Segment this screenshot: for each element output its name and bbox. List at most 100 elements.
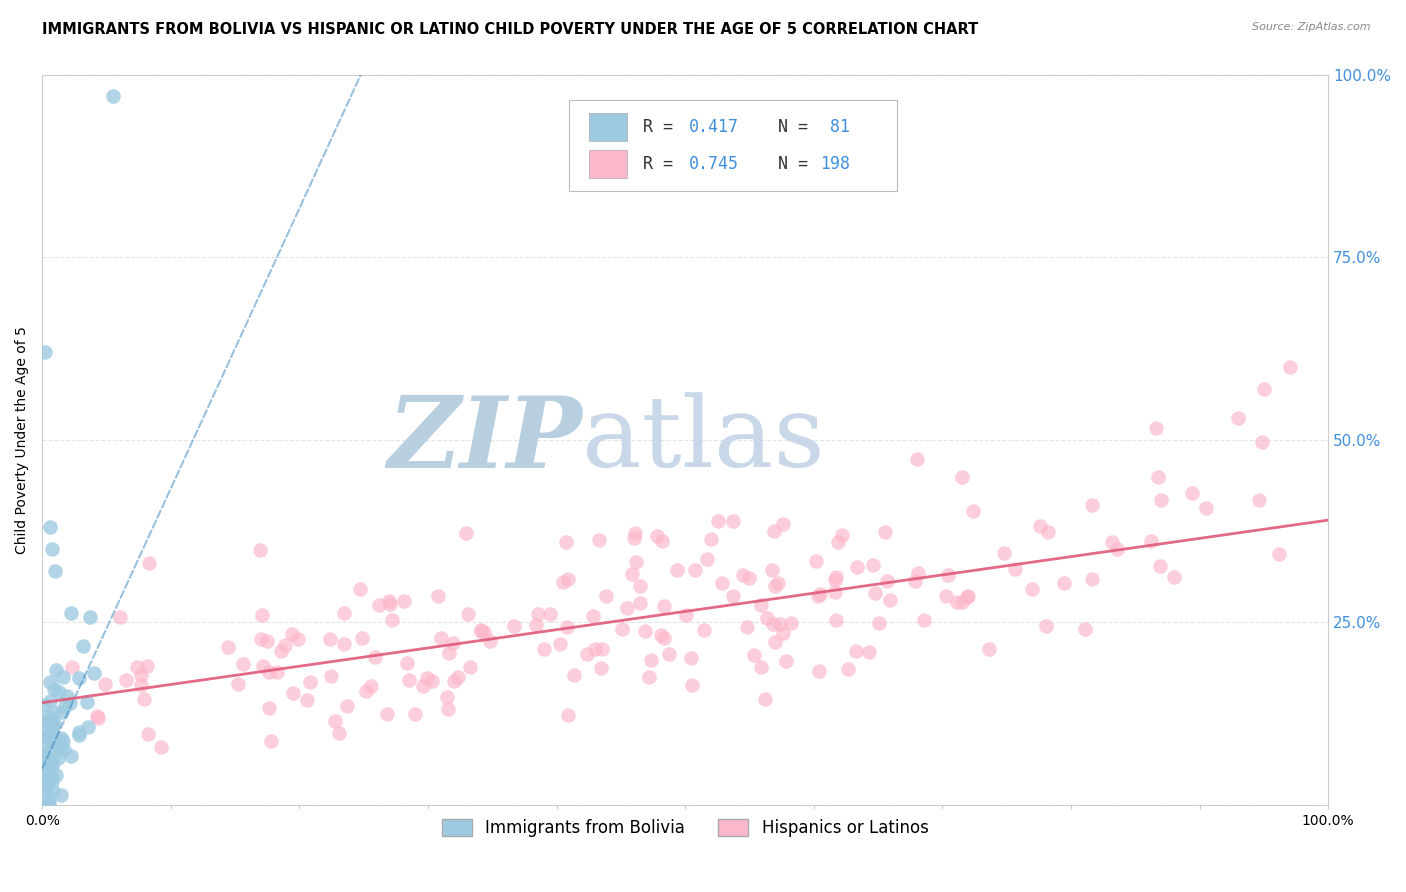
Point (35, 729, 58, 743)
Point (858, 645, 880, 659)
Point (769, 617, 792, 632)
Point (950, 595, 973, 609)
Point (950, 469, 973, 483)
Point (45, 663, 67, 677)
Point (62, 660, 84, 674)
Point (576, 648, 599, 662)
Point (381, 613, 404, 627)
Point (52, 734, 75, 748)
Point (34, 797, 56, 812)
Point (333, 637, 356, 651)
Point (42, 745, 65, 759)
Point (1021, 582, 1043, 596)
Point (38, 767, 60, 781)
Point (35, 774, 58, 789)
Point (804, 554, 827, 568)
Point (325, 714, 347, 728)
Point (979, 642, 1001, 657)
Point (824, 613, 846, 627)
Point (274, 638, 297, 652)
Point (295, 693, 318, 707)
Point (32, 748, 55, 763)
Point (962, 504, 984, 518)
Point (681, 651, 703, 665)
Text: Source: ZipAtlas.com: Source: ZipAtlas.com (1253, 22, 1371, 32)
Point (42, 727, 65, 741)
Point (591, 661, 613, 675)
Point (31, 779, 53, 793)
Point (780, 616, 803, 631)
Point (827, 534, 849, 549)
Point (1035, 618, 1057, 632)
Point (1253, 382, 1275, 396)
Point (368, 598, 391, 612)
Point (538, 607, 561, 622)
Point (360, 679, 382, 693)
Point (437, 647, 460, 661)
Point (35, 714, 58, 728)
Point (404, 706, 426, 721)
Point (266, 665, 288, 679)
Point (595, 589, 617, 603)
Point (257, 701, 280, 715)
Point (699, 532, 721, 546)
Point (903, 574, 925, 588)
Point (845, 644, 868, 658)
Point (610, 622, 633, 636)
Point (1081, 572, 1104, 586)
Point (67, 671, 90, 685)
Point (67, 724, 90, 739)
Point (681, 678, 703, 692)
Point (42, 705, 65, 719)
Point (470, 623, 492, 637)
Point (707, 515, 730, 529)
Point (83, 665, 105, 680)
Point (86, 708, 108, 723)
Point (364, 650, 387, 665)
Point (472, 624, 495, 639)
Point (37, 797, 59, 811)
Point (768, 575, 790, 590)
Point (638, 670, 661, 684)
Point (1278, 359, 1301, 374)
Point (640, 653, 662, 667)
Point (41, 774, 63, 789)
Point (136, 727, 159, 741)
Point (281, 626, 304, 640)
Point (77, 720, 100, 734)
Point (34, 797, 56, 812)
Point (39, 675, 62, 690)
Point (437, 701, 460, 715)
Point (624, 526, 647, 541)
Point (907, 566, 929, 580)
Point (620, 567, 643, 582)
Point (249, 632, 271, 647)
Point (548, 637, 571, 651)
Point (46, 751, 69, 765)
Point (328, 725, 350, 739)
Point (42, 736, 65, 750)
Point (650, 628, 672, 642)
Point (427, 589, 450, 603)
Point (59, 606, 82, 620)
Point (132, 691, 155, 706)
Text: N =: N = (758, 155, 808, 173)
Point (45, 768, 67, 782)
Point (336, 698, 359, 713)
Point (41, 757, 63, 772)
Point (1147, 470, 1170, 484)
Point (588, 533, 610, 548)
Point (616, 600, 638, 615)
Point (879, 592, 901, 607)
Point (41, 758, 63, 772)
Point (34, 345, 56, 359)
Point (1268, 547, 1291, 561)
Point (35, 789, 58, 803)
Point (905, 451, 928, 466)
Point (772, 626, 794, 640)
Point (420, 673, 443, 688)
Point (458, 659, 481, 673)
Point (749, 598, 772, 612)
Point (76, 695, 98, 709)
Point (825, 570, 848, 584)
